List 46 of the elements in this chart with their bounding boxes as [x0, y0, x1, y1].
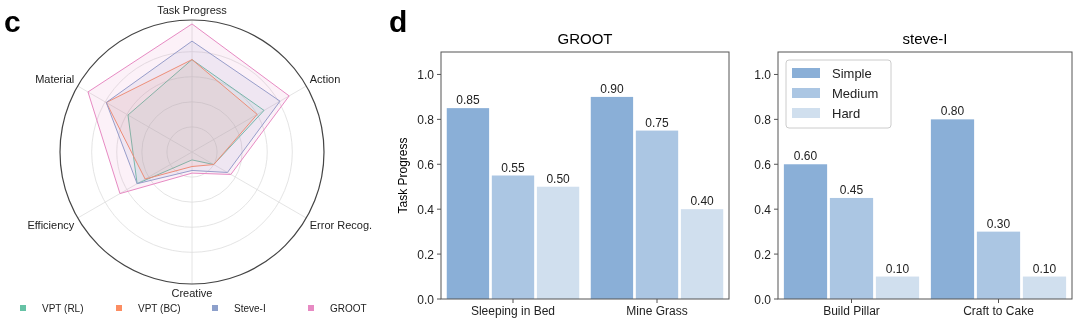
legend-label: Hard — [832, 106, 861, 121]
chart-title: GROOT — [557, 30, 613, 47]
x-tick-label: Craft to Cake — [963, 304, 1035, 318]
chart-title: steve-I — [902, 30, 948, 47]
x-tick-label: Build Pillar — [823, 304, 880, 318]
data-label: 0.85 — [456, 93, 480, 108]
y-axis-title: Task Progress — [396, 137, 410, 214]
data-label: 0.55 — [501, 160, 525, 175]
data-label: 0.90 — [600, 81, 624, 96]
x-tick-label: Sleeping in Bed — [470, 304, 556, 318]
data-label: 0.50 — [546, 171, 571, 186]
y-tick-label: 0.6 — [417, 157, 435, 172]
y-tick-label: 0.6 — [754, 157, 772, 172]
data-label: 0.30 — [986, 216, 1011, 231]
text: c — [4, 5, 21, 38]
legend-label: VPT (RL) — [42, 303, 84, 314]
y-tick-label: 0.0 — [417, 292, 435, 307]
legend-label: Steve-I — [234, 303, 266, 314]
text: d — [389, 5, 408, 38]
y-tick-label: 0.4 — [754, 202, 772, 217]
legend-label: Medium — [832, 86, 879, 101]
data-label: 0.75 — [645, 115, 669, 130]
y-tick-label: 0.8 — [417, 112, 435, 127]
data-label: 0.10 — [1032, 261, 1057, 276]
data-label: 0.40 — [690, 194, 715, 209]
data-label: 0.60 — [793, 149, 818, 164]
data-label: 0.10 — [885, 261, 910, 276]
legend-label: VPT (BC) — [138, 303, 181, 314]
spoke-label: Creative — [171, 287, 213, 299]
y-tick-label: 0.2 — [754, 247, 772, 262]
spoke-label: Task Progress — [157, 4, 228, 16]
y-tick-label: 1.0 — [754, 67, 772, 82]
y-tick-label: 0.4 — [417, 202, 435, 217]
legend-label: Simple — [832, 66, 872, 81]
spoke-label: Material — [35, 73, 75, 86]
y-tick-label: 0.8 — [754, 112, 772, 127]
x-tick-label: Mine Grass — [626, 304, 688, 318]
y-tick-label: 0.2 — [417, 247, 435, 262]
spoke-label: Action — [309, 73, 341, 86]
y-tick-label: 1.0 — [417, 67, 435, 82]
spoke-label: Efficiency — [27, 218, 75, 231]
data-label: 0.45 — [839, 182, 864, 197]
legend-label: GROOT — [330, 303, 367, 314]
spoke-label: Error Recog. — [309, 218, 373, 231]
data-label: 0.80 — [940, 104, 965, 119]
y-tick-label: 0.0 — [754, 292, 772, 307]
